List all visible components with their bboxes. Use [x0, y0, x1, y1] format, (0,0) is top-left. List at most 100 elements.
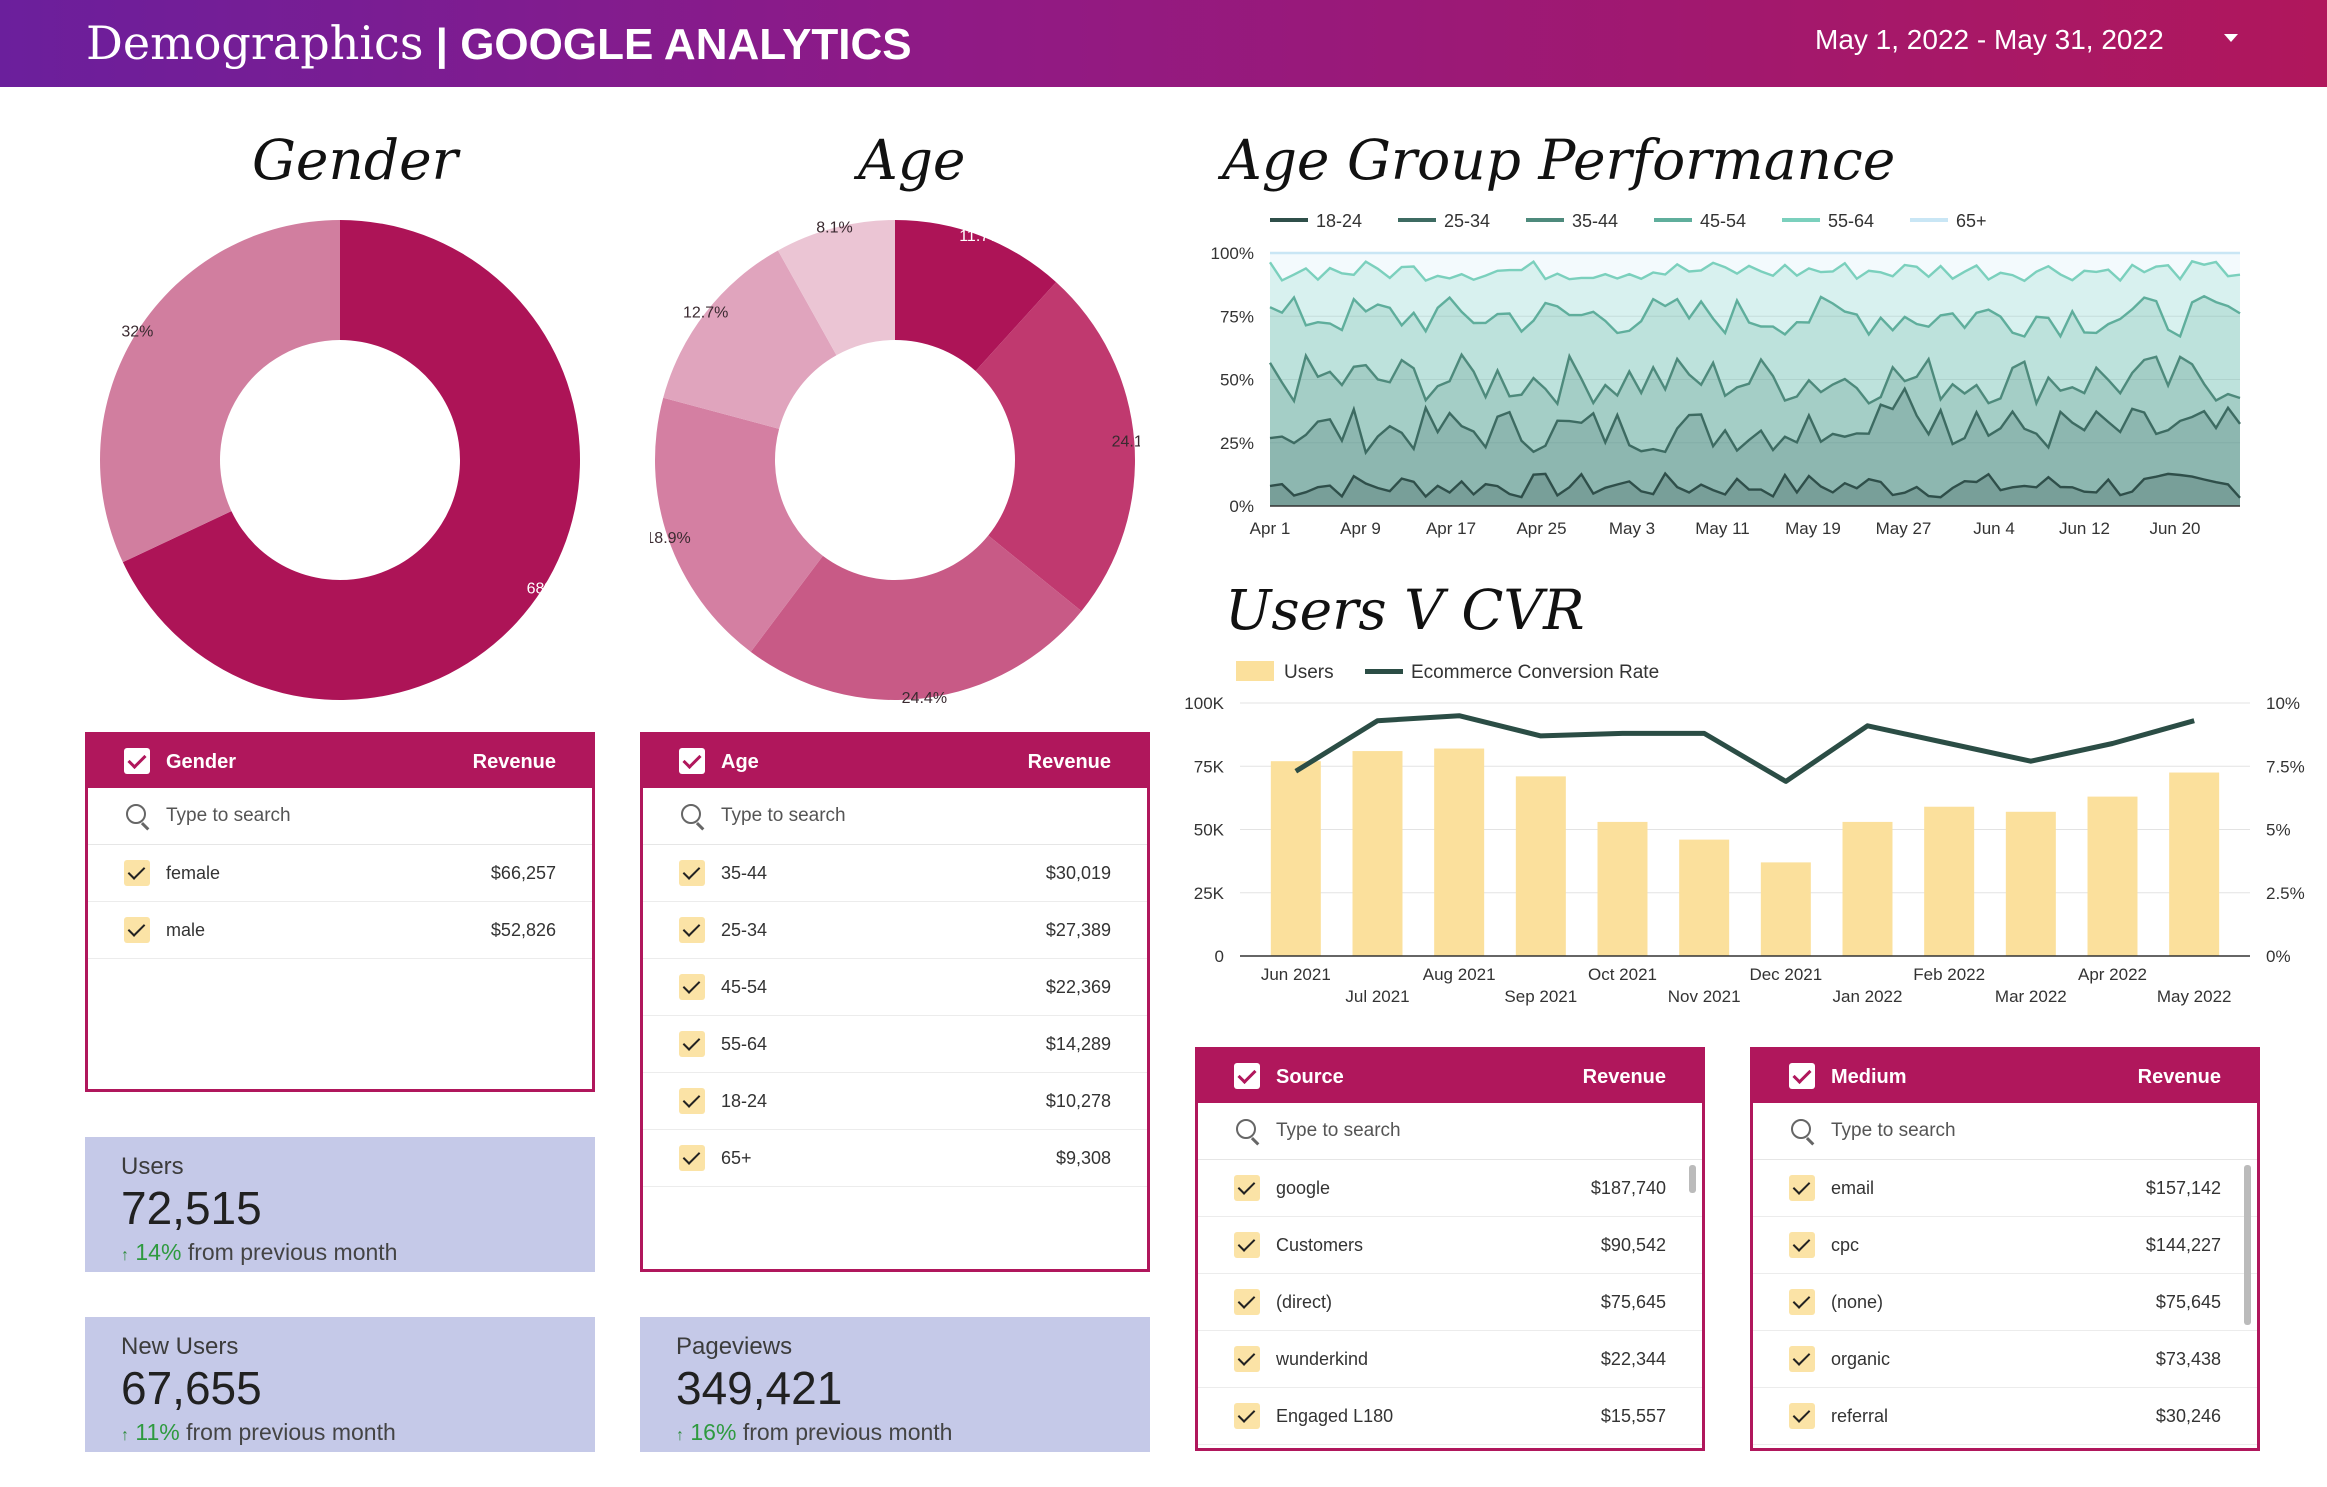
table-row[interactable]: Customers $90,542: [1198, 1217, 1702, 1274]
series-line-25-34[interactable]: [1269, 386, 2241, 456]
bar-Jan 2022[interactable]: [1842, 821, 1893, 956]
slice-label: 11.7%: [959, 228, 1003, 245]
scorecard-delta: ↑ 16% from previous month: [676, 1419, 952, 1446]
row-checkbox[interactable]: [679, 974, 705, 1000]
table-row[interactable]: referral $30,246: [1753, 1388, 2257, 1445]
y-right-tick-label: 5%: [2266, 821, 2291, 840]
table-row[interactable]: 45-54 $22,369: [643, 959, 1147, 1016]
table-row[interactable]: cpc $144,227: [1753, 1217, 2257, 1274]
table-row[interactable]: email $157,142: [1753, 1160, 2257, 1217]
row-checkbox[interactable]: [1234, 1175, 1260, 1201]
series-line-18-24[interactable]: [1269, 471, 2241, 499]
bar-Feb 2022[interactable]: [1924, 806, 1975, 956]
legend-label: 45-54: [1700, 211, 1746, 231]
scorecard-value: 67,655: [121, 1362, 262, 1414]
pie-slice-18-24[interactable]: [895, 220, 1057, 372]
table-row[interactable]: female $66,257: [88, 845, 592, 902]
table-row[interactable]: 55-64 $14,289: [643, 1016, 1147, 1073]
row-value: $30,019: [1045, 863, 1111, 883]
table-row[interactable]: male $52,826: [88, 902, 592, 959]
search-field[interactable]: Type to search: [1753, 1103, 2257, 1160]
row-checkbox[interactable]: [1234, 1346, 1260, 1372]
title-sub: GOOGLE ANALYTICS: [460, 20, 912, 69]
bar-Jul 2021[interactable]: [1352, 751, 1403, 956]
row-checkbox[interactable]: [124, 917, 150, 943]
x-tick-label: Jan 2022: [1833, 987, 1903, 1006]
select-all-checkbox[interactable]: [1234, 1063, 1260, 1089]
search-field[interactable]: Type to search: [88, 788, 592, 845]
table-row[interactable]: 35-44 $30,019: [643, 845, 1147, 902]
bar-Aug 2021[interactable]: [1434, 748, 1485, 956]
table-row[interactable]: (none) $75,645: [1753, 1274, 2257, 1331]
row-checkbox[interactable]: [679, 1145, 705, 1171]
row-checkbox[interactable]: [1789, 1175, 1815, 1201]
row-checkbox[interactable]: [679, 860, 705, 886]
legend-swatch: [1365, 669, 1403, 674]
table-row[interactable]: google $187,740: [1198, 1160, 1702, 1217]
gender-chart-title: Gender: [252, 128, 458, 192]
gender-donut-chart[interactable]: 68% 32%: [95, 215, 585, 705]
row-checkbox[interactable]: [1789, 1346, 1815, 1372]
pie-slice-male[interactable]: [99, 220, 340, 563]
table-row[interactable]: Engaged L180 $15,557: [1198, 1388, 1702, 1445]
row-checkbox[interactable]: [679, 1031, 705, 1057]
date-range-picker[interactable]: May 1, 2022 - May 31, 2022: [1815, 24, 2164, 55]
row-label: referral: [1831, 1406, 1889, 1426]
row-label: female: [166, 863, 221, 883]
row-checkbox[interactable]: [124, 860, 150, 886]
row-value: $90,542: [1600, 1235, 1666, 1255]
pie-slice-65+[interactable]: [777, 220, 895, 356]
scrollbar[interactable]: [2244, 1165, 2251, 1325]
bar-Dec 2021[interactable]: [1760, 862, 1811, 956]
legend-label: Users: [1284, 662, 1334, 683]
bar-Jun 2021[interactable]: [1270, 761, 1321, 956]
row-checkbox[interactable]: [1789, 1403, 1815, 1429]
table-row[interactable]: 25-34 $27,389: [643, 902, 1147, 959]
bar-Sep 2021[interactable]: [1515, 776, 1566, 956]
row-checkbox[interactable]: [1789, 1289, 1815, 1315]
pie-slice-55-64[interactable]: [663, 250, 837, 429]
series-line-45-54[interactable]: [1269, 294, 2241, 339]
bar-Mar 2022[interactable]: [2005, 811, 2056, 956]
legend-label: 65+: [1956, 211, 1987, 231]
source-filter-table: Source Revenue Type to search google $187…: [1195, 1047, 1705, 1451]
search-field[interactable]: Type to search: [643, 788, 1147, 845]
pie-slice-female[interactable]: [122, 220, 581, 700]
bar-Nov 2021[interactable]: [1679, 839, 1730, 956]
row-checkbox[interactable]: [1234, 1289, 1260, 1315]
row-value: $75,645: [2155, 1292, 2221, 1312]
table-row[interactable]: wunderkind $22,344: [1198, 1331, 1702, 1388]
select-all-checkbox[interactable]: [679, 748, 705, 774]
row-checkbox[interactable]: [1789, 1232, 1815, 1258]
bar-Oct 2021[interactable]: [1597, 821, 1648, 956]
row-checkbox[interactable]: [1234, 1232, 1260, 1258]
select-all-checkbox[interactable]: [124, 748, 150, 774]
dimension-label: Age: [721, 751, 759, 773]
table-row[interactable]: organic $73,438: [1753, 1331, 2257, 1388]
bar-May 2022[interactable]: [2169, 772, 2220, 956]
age-group-performance-chart[interactable]: 18-24 25-34 35-44 45-54 55-64 65+ 0% 25% 50% 75% 1…: [1190, 200, 2270, 545]
users-v-cvr-chart[interactable]: Users Ecommerce Conversion Rate 0 0% 25K 2.5%…: [1180, 650, 2320, 1020]
table-row[interactable]: (direct) $75,645: [1198, 1274, 1702, 1331]
table-row[interactable]: 18-24 $10,278: [643, 1073, 1147, 1130]
scrollbar[interactable]: [1689, 1165, 1696, 1193]
pie-slice-35-44[interactable]: [750, 535, 1082, 700]
row-checkbox[interactable]: [679, 917, 705, 943]
search-icon: [1236, 1119, 1256, 1139]
pie-slice-25-34[interactable]: [975, 282, 1135, 612]
bar-Apr 2022[interactable]: [2087, 796, 2138, 956]
series-line-35-44[interactable]: [1268, 352, 2241, 407]
row-checkbox[interactable]: [1234, 1403, 1260, 1429]
row-checkbox[interactable]: [679, 1088, 705, 1114]
legend-label: 18-24: [1316, 211, 1362, 231]
pie-slice-45-54[interactable]: [655, 397, 823, 652]
y-right-tick-label: 2.5%: [2266, 884, 2305, 903]
slice-label: 68%: [527, 581, 559, 598]
chevron-down-icon[interactable]: [2224, 34, 2238, 42]
cvr-line[interactable]: [1294, 713, 2195, 784]
search-field[interactable]: Type to search: [1198, 1103, 1702, 1160]
age-donut-chart[interactable]: 11.7% 24.1% 24.4% 18.9% 12.7% 8.1%: [650, 215, 1140, 705]
table-row[interactable]: 65+ $9,308: [643, 1130, 1147, 1187]
series-line-55-64[interactable]: [1268, 259, 2241, 283]
select-all-checkbox[interactable]: [1789, 1063, 1815, 1089]
